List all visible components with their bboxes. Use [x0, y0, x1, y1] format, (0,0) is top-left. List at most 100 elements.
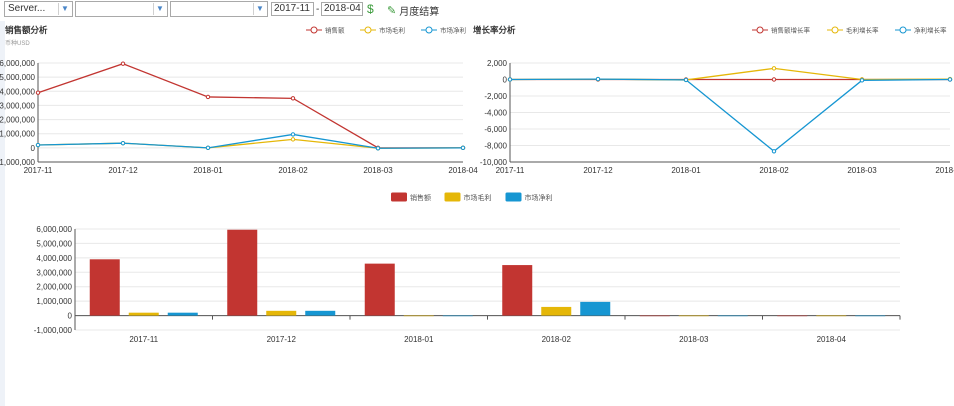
x-tick-label: 2018-02 [542, 335, 572, 344]
y-tick-label: 1,000,000 [0, 130, 36, 139]
y-tick-label: 2,000 [487, 59, 508, 68]
data-point [771, 149, 777, 154]
y-tick-label: 6,000,000 [36, 225, 72, 234]
x-tick-label: 2018-03 [363, 166, 393, 175]
left-edge-bar [0, 21, 5, 406]
chart-title: 增长率分析 [473, 25, 516, 35]
bar [364, 263, 395, 316]
bar [502, 265, 533, 316]
y-tick-label: -4,000 [484, 109, 507, 118]
start-date-input[interactable]: 2017-11 [271, 2, 314, 16]
legend-swatch-marker [756, 26, 764, 34]
y-tick-label: 2,000,000 [36, 283, 72, 292]
y-tick-label: 0 [503, 76, 508, 85]
y-tick-label: 0 [31, 144, 36, 153]
x-tick-label: 2018-01 [404, 335, 434, 344]
y-tick-label: 3,000,000 [36, 268, 72, 277]
end-date-input[interactable]: 2018-04 [321, 2, 363, 16]
series-line [509, 67, 951, 81]
y-tick-label: 0 [68, 312, 73, 321]
bar [128, 312, 159, 316]
data-point [947, 77, 953, 82]
data-point [859, 78, 865, 83]
data-point [683, 77, 689, 83]
refresh-icon[interactable]: $ [367, 2, 374, 16]
bar [855, 315, 886, 317]
y-tick-label: 5,000,000 [0, 73, 36, 82]
x-tick-label: 2017-12 [108, 166, 138, 175]
x-tick-label: 2018-01 [193, 166, 223, 175]
data-point [507, 77, 513, 82]
chevron-down-icon: ▼ [153, 3, 166, 15]
bar [541, 306, 572, 316]
bar [580, 301, 611, 316]
bar [266, 310, 297, 316]
series-line [37, 133, 464, 149]
bar [442, 315, 473, 317]
data-point [205, 145, 211, 151]
y-tick-label: 2,000,000 [0, 116, 36, 125]
x-tick-label: 2018-04 [448, 166, 478, 175]
data-point [35, 142, 41, 148]
data-point [290, 132, 296, 137]
bar [89, 259, 120, 316]
legend-swatch [444, 192, 461, 202]
toolbar: Server... ▼ ▼ ▼ 2017-11 - 2018-04 $ ✎ 月度… [0, 0, 954, 21]
x-tick-label: 2018-02 [759, 166, 789, 175]
data-point [205, 94, 211, 100]
y-tick-label: 4,000,000 [0, 87, 36, 96]
legend-label: 销售额 [325, 26, 345, 35]
y-tick-label: -6,000 [484, 125, 507, 134]
bar [816, 315, 847, 317]
bar [639, 315, 670, 317]
legend-swatch-marker [831, 26, 839, 34]
data-point [771, 66, 777, 71]
y-tick-label: -2,000 [484, 92, 507, 101]
data-point [595, 76, 601, 82]
legend-label: 毛利增长率 [846, 26, 879, 35]
bar [167, 312, 198, 316]
monthly-settle-button[interactable]: ✎ 月度结算 [387, 3, 439, 18]
series-line [509, 78, 951, 153]
bar [717, 315, 748, 317]
x-tick-label: 2018-03 [847, 166, 877, 175]
legend-label: 市场净利 [440, 26, 466, 35]
data-point [771, 77, 777, 82]
y-tick-label: -1,000,000 [34, 326, 73, 335]
bar [678, 315, 709, 317]
x-tick-label: 2017-11 [24, 166, 53, 175]
y-tick-label: -10,000 [480, 158, 508, 167]
data-point [290, 96, 296, 101]
x-tick-label: 2018-02 [278, 166, 308, 175]
filter-select-2[interactable]: ▼ [75, 1, 168, 17]
legend-swatch [505, 192, 522, 202]
x-tick-label: 2017-11 [129, 335, 158, 344]
legend-swatch [391, 192, 407, 202]
legend-swatch-marker [310, 26, 318, 34]
data-point [35, 90, 41, 95]
chart-subtitle: 币种USD [5, 39, 30, 47]
filter-select-3[interactable]: ▼ [170, 1, 268, 17]
x-tick-label: 2018-01 [671, 166, 701, 175]
chevron-down-icon: ▼ [253, 3, 266, 15]
data-point [460, 145, 466, 151]
x-tick-label: 2017-11 [496, 166, 525, 175]
bar [227, 229, 258, 316]
bar [777, 315, 808, 317]
legend-swatch-marker [364, 26, 372, 34]
data-point [120, 61, 126, 66]
legend-label: 市场净利 [525, 193, 553, 202]
y-tick-label: 4,000,000 [36, 254, 72, 263]
y-tick-label: 6,000,000 [0, 59, 36, 68]
chart-title: 销售额分析 [5, 25, 48, 35]
legend-label: 销售额 [410, 193, 431, 202]
server-select[interactable]: Server... ▼ [4, 1, 73, 17]
bar [305, 310, 336, 316]
x-tick-label: 2018-03 [679, 335, 709, 344]
monthly-settle-label: 月度结算 [399, 7, 440, 18]
data-point [290, 137, 296, 142]
y-tick-label: -1,000,000 [0, 158, 36, 167]
legend-swatch-marker [425, 26, 433, 34]
x-tick-label: 2017-12 [583, 166, 613, 175]
